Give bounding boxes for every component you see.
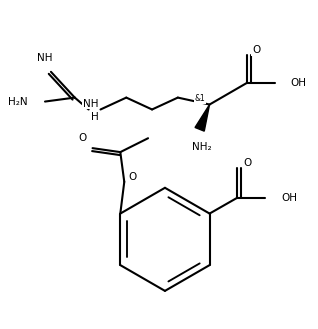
Text: H: H: [91, 113, 99, 122]
Text: NH: NH: [37, 53, 53, 63]
Text: &1: &1: [195, 94, 206, 103]
Text: O: O: [243, 158, 252, 168]
Polygon shape: [195, 105, 210, 131]
Text: NH₂: NH₂: [192, 142, 211, 152]
Text: NH: NH: [83, 99, 99, 109]
Text: OH: OH: [281, 193, 297, 203]
Text: O: O: [79, 133, 87, 143]
Text: H₂N: H₂N: [8, 96, 27, 107]
Text: OH: OH: [291, 78, 307, 88]
Text: O: O: [128, 172, 136, 182]
Text: O: O: [252, 45, 260, 55]
